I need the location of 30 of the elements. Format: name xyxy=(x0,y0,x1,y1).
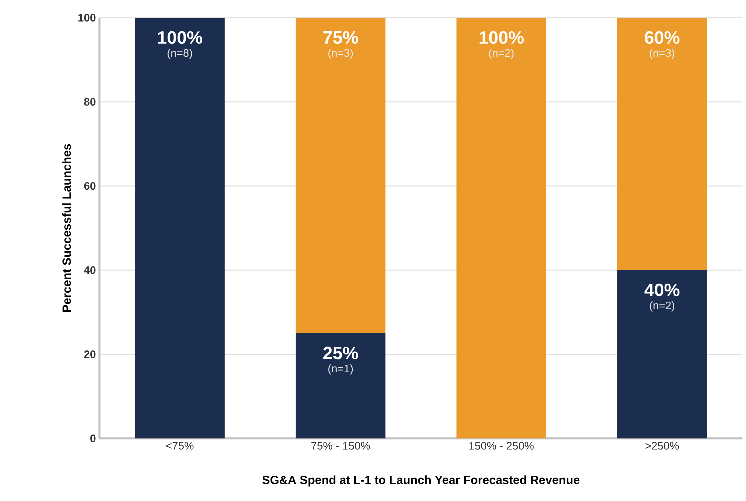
bar xyxy=(617,18,708,270)
bar xyxy=(617,270,708,438)
x-tick-label: 75% - 150% xyxy=(312,442,370,450)
bar xyxy=(135,18,225,438)
annotation: (n=1) xyxy=(328,364,354,375)
data-label: 100% xyxy=(158,31,202,44)
bar xyxy=(296,18,386,334)
bar xyxy=(456,18,546,438)
x-tick-label: <75% xyxy=(166,442,194,450)
y-tick-label: 100 xyxy=(78,14,96,22)
x-tick-label: 150% - 250% xyxy=(470,442,534,450)
data-label: 25% xyxy=(324,346,358,360)
annotation: (n=2) xyxy=(650,301,675,312)
data-label: 100% xyxy=(480,31,524,44)
annotation: (n=8) xyxy=(168,48,192,60)
y-tick-label: 40 xyxy=(84,266,96,274)
bar xyxy=(296,333,386,438)
y-tick-label: 60 xyxy=(84,182,96,190)
data-label: 75% xyxy=(324,31,358,44)
y-tick-label: 80 xyxy=(84,98,96,106)
y-tick-label: 0 xyxy=(90,434,96,442)
annotation: (n=3) xyxy=(328,48,354,60)
annotation: (n=2) xyxy=(489,48,514,60)
y-axis-title: Percent Successful Launches xyxy=(62,144,72,312)
annotation: (n=3) xyxy=(650,48,675,60)
data-label: 60% xyxy=(645,31,680,44)
x-axis-title: SG&A Spend at L-1 to Launch Year Forecasted Revenue xyxy=(262,475,580,487)
y-tick-label: 20 xyxy=(84,350,96,358)
x-tick-label: >250% xyxy=(646,442,680,450)
data-label: 40% xyxy=(644,284,680,296)
